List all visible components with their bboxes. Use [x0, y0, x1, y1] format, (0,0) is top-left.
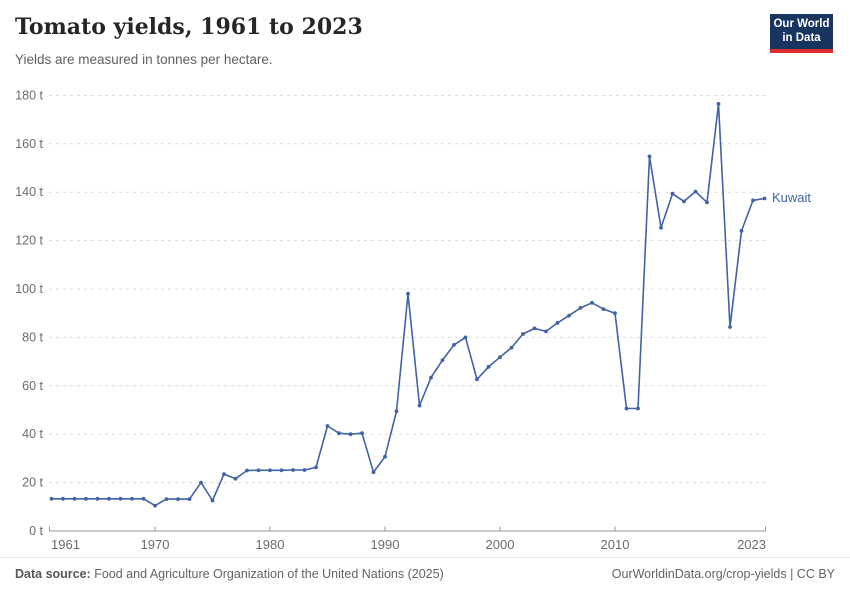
- owid-logo-line1: Our World: [773, 18, 830, 30]
- data-point[interactable]: [670, 191, 675, 196]
- data-point[interactable]: [383, 454, 387, 459]
- data-source-text: Food and Agriculture Organization of the…: [94, 567, 444, 581]
- data-point[interactable]: [555, 321, 560, 325]
- y-axis-tick-label: 160 t: [15, 137, 43, 151]
- data-point[interactable]: [463, 335, 468, 340]
- y-axis-tick-label: 40 t: [22, 427, 43, 441]
- data-point[interactable]: [199, 480, 203, 485]
- x-axis-tick-label: 1970: [141, 537, 170, 552]
- data-point[interactable]: [153, 503, 157, 508]
- data-point[interactable]: [521, 332, 525, 336]
- data-point[interactable]: [279, 468, 284, 473]
- x-axis-tick-label: 1980: [256, 537, 285, 552]
- data-point[interactable]: [187, 497, 192, 501]
- data-point[interactable]: [590, 300, 594, 305]
- data-point[interactable]: [95, 496, 100, 501]
- data-point[interactable]: [601, 307, 606, 311]
- x-axis-tick-label: 2010: [601, 537, 630, 552]
- data-point[interactable]: [417, 403, 422, 408]
- data-point[interactable]: [406, 291, 410, 296]
- data-point[interactable]: [210, 498, 215, 503]
- data-point[interactable]: [222, 472, 226, 476]
- data-point[interactable]: [716, 102, 721, 106]
- data-point[interactable]: [532, 326, 537, 331]
- data-point[interactable]: [486, 365, 491, 369]
- data-point[interactable]: [728, 325, 732, 329]
- data-point[interactable]: [659, 225, 663, 230]
- owid-logo-line2: in Data: [782, 32, 821, 44]
- x-axis-tick-label: 2000: [486, 537, 515, 552]
- footer-divider: [0, 557, 850, 558]
- x-axis-tick-label: 2023: [737, 537, 766, 552]
- data-point[interactable]: [371, 470, 376, 475]
- data-point[interactable]: [751, 198, 755, 203]
- data-point[interactable]: [647, 154, 652, 159]
- y-axis-tick-label: 0 t: [29, 524, 43, 538]
- data-point[interactable]: [452, 343, 456, 347]
- data-point[interactable]: [337, 431, 341, 436]
- data-point[interactable]: [475, 377, 479, 382]
- chart-footer: Data source: Food and Agriculture Organi…: [15, 567, 835, 581]
- y-axis-tick-label: 20 t: [22, 476, 43, 490]
- data-point[interactable]: [268, 468, 272, 473]
- data-point[interactable]: [325, 424, 330, 428]
- data-point[interactable]: [429, 375, 433, 380]
- data-point[interactable]: [498, 355, 502, 360]
- data-point[interactable]: [176, 497, 180, 501]
- y-axis-tick-label: 120 t: [15, 234, 43, 248]
- data-point[interactable]: [624, 406, 629, 411]
- data-point[interactable]: [348, 432, 353, 437]
- x-axis-tick-label: 1961: [51, 537, 80, 552]
- series-label-kuwait[interactable]: Kuwait: [772, 190, 812, 206]
- data-point[interactable]: [49, 496, 54, 501]
- data-line[interactable]: [50, 103, 766, 507]
- y-axis-tick-label: 140 t: [15, 185, 43, 199]
- data-point[interactable]: [302, 468, 307, 472]
- y-axis-tick-label: 80 t: [22, 330, 43, 344]
- x-axis-tick-label: 1990: [371, 537, 400, 552]
- data-point[interactable]: [118, 496, 123, 501]
- data-point[interactable]: [544, 329, 548, 334]
- data-point[interactable]: [164, 497, 169, 501]
- data-point[interactable]: [394, 409, 399, 414]
- chart-subtitle: Yields are measured in tonnes per hectar…: [15, 52, 273, 67]
- data-point[interactable]: [705, 200, 709, 205]
- page-title: Tomato yields, 1961 to 2023: [15, 14, 363, 40]
- data-point[interactable]: [72, 496, 77, 501]
- line-chart[interactable]: 0 t 20 t 40 t 60 t 80 t 100 t 120 t 140 t 160 t 1…: [0, 0, 850, 560]
- data-point[interactable]: [567, 313, 571, 318]
- data-point[interactable]: [141, 496, 146, 501]
- data-point[interactable]: [636, 406, 640, 411]
- data-point[interactable]: [360, 431, 364, 436]
- y-axis-tick-label: 180 t: [15, 88, 43, 102]
- data-source-note: Data source: Food and Agriculture Organi…: [15, 567, 444, 581]
- data-point[interactable]: [130, 496, 134, 501]
- data-point[interactable]: [314, 465, 318, 470]
- data-point[interactable]: [440, 358, 445, 362]
- data-point[interactable]: [578, 306, 583, 310]
- data-point[interactable]: [233, 476, 238, 481]
- owid-logo: Our World in Data: [770, 14, 833, 53]
- y-axis-tick-label: 60 t: [22, 379, 43, 393]
- data-point[interactable]: [739, 229, 744, 233]
- data-point[interactable]: [256, 468, 261, 473]
- data-point[interactable]: [613, 311, 617, 316]
- data-point[interactable]: [107, 496, 111, 501]
- data-point[interactable]: [245, 468, 249, 473]
- data-source-label: Data source:: [15, 567, 91, 581]
- data-point[interactable]: [693, 189, 698, 194]
- credit-link: OurWorldinData.org/crop-yields | CC BY: [611, 567, 835, 581]
- data-point[interactable]: [291, 468, 295, 472]
- data-point[interactable]: [762, 196, 767, 201]
- data-point[interactable]: [509, 345, 514, 350]
- data-point[interactable]: [61, 496, 65, 501]
- data-point[interactable]: [682, 199, 686, 204]
- y-axis-tick-label: 100 t: [15, 282, 43, 296]
- data-point[interactable]: [84, 496, 88, 501]
